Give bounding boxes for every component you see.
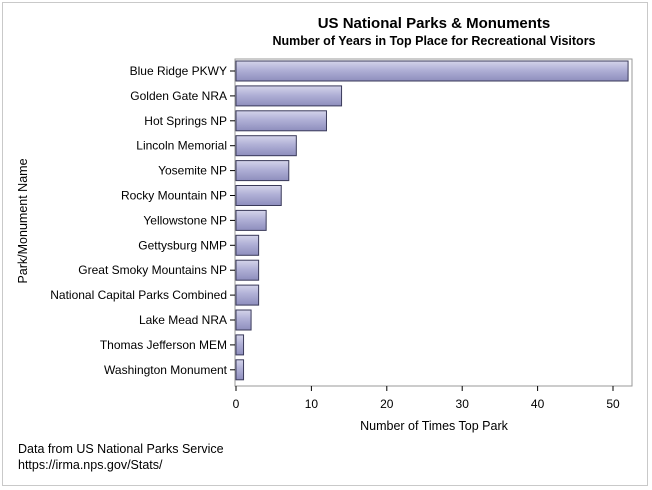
- chart-subtitle: Number of Years in Top Place for Recreat…: [272, 34, 595, 48]
- chart-title: US National Parks & Monuments: [318, 15, 551, 32]
- bar-yosemite-np: [235, 160, 290, 182]
- y-tick-labels: Blue Ridge PKWY Golden Gate NRA Hot Spring…: [50, 64, 235, 377]
- y-tick-label: Gettysburg NMP: [138, 238, 227, 252]
- y-axis-label: Park/Monument Name: [16, 158, 30, 283]
- chart-frame: [2, 2, 648, 486]
- bar-golden-gate-nra: [235, 85, 343, 107]
- footnote-source: Data from US National Parks Service: [18, 442, 224, 456]
- x-tick-label: 0: [233, 397, 240, 411]
- bar-gettysburg-nmp: [235, 234, 260, 256]
- footnote-url: https://irma.nps.gov/Stats/: [18, 458, 163, 472]
- x-tick-label: 50: [606, 397, 620, 411]
- bar-lincoln-memorial: [235, 135, 297, 157]
- y-tick-label: Yosemite NP: [158, 164, 227, 178]
- bar-yellowstone-np: [235, 209, 267, 231]
- y-tick-label: Lincoln Memorial: [136, 139, 227, 153]
- y-tick-label: Rocky Mountain NP: [121, 189, 227, 203]
- bar-rocky-mountain-np: [235, 185, 282, 206]
- bar-lake-mead-nra: [235, 309, 252, 331]
- x-ticks: 0 10 20 30 40 50: [233, 386, 620, 411]
- bar-national-capital-parks-combined: [235, 284, 260, 306]
- bar-blue-ridge-pkwy: [235, 60, 629, 82]
- x-tick-label: 10: [305, 397, 319, 411]
- bar-hot-springs-np: [235, 110, 327, 132]
- y-tick-label: Great Smoky Mountains NP: [78, 263, 227, 277]
- y-tick-label: Lake Mead NRA: [139, 313, 227, 327]
- x-tick-label: 30: [456, 397, 470, 411]
- y-tick-label: Golden Gate NRA: [130, 89, 227, 103]
- y-tick-label: Washington Monument: [104, 363, 228, 377]
- x-tick-label: 20: [380, 397, 394, 411]
- bar-thomas-jefferson-mem: [235, 334, 245, 356]
- y-tick-label: Blue Ridge PKWY: [130, 64, 227, 78]
- plot-area: [234, 58, 633, 387]
- bar-great-smoky-mountains-np: [235, 259, 260, 281]
- x-axis-label: Number of Times Top Park: [360, 419, 508, 433]
- y-tick-label: National Capital Parks Combined: [50, 288, 227, 302]
- y-tick-label: Thomas Jefferson MEM: [100, 338, 227, 352]
- y-tick-label: Yellowstone NP: [143, 213, 227, 227]
- y-tick-label: Hot Springs NP: [144, 114, 227, 128]
- bars-group: [235, 60, 629, 381]
- x-tick-label: 40: [531, 397, 545, 411]
- bar-washington-monument: [235, 359, 245, 381]
